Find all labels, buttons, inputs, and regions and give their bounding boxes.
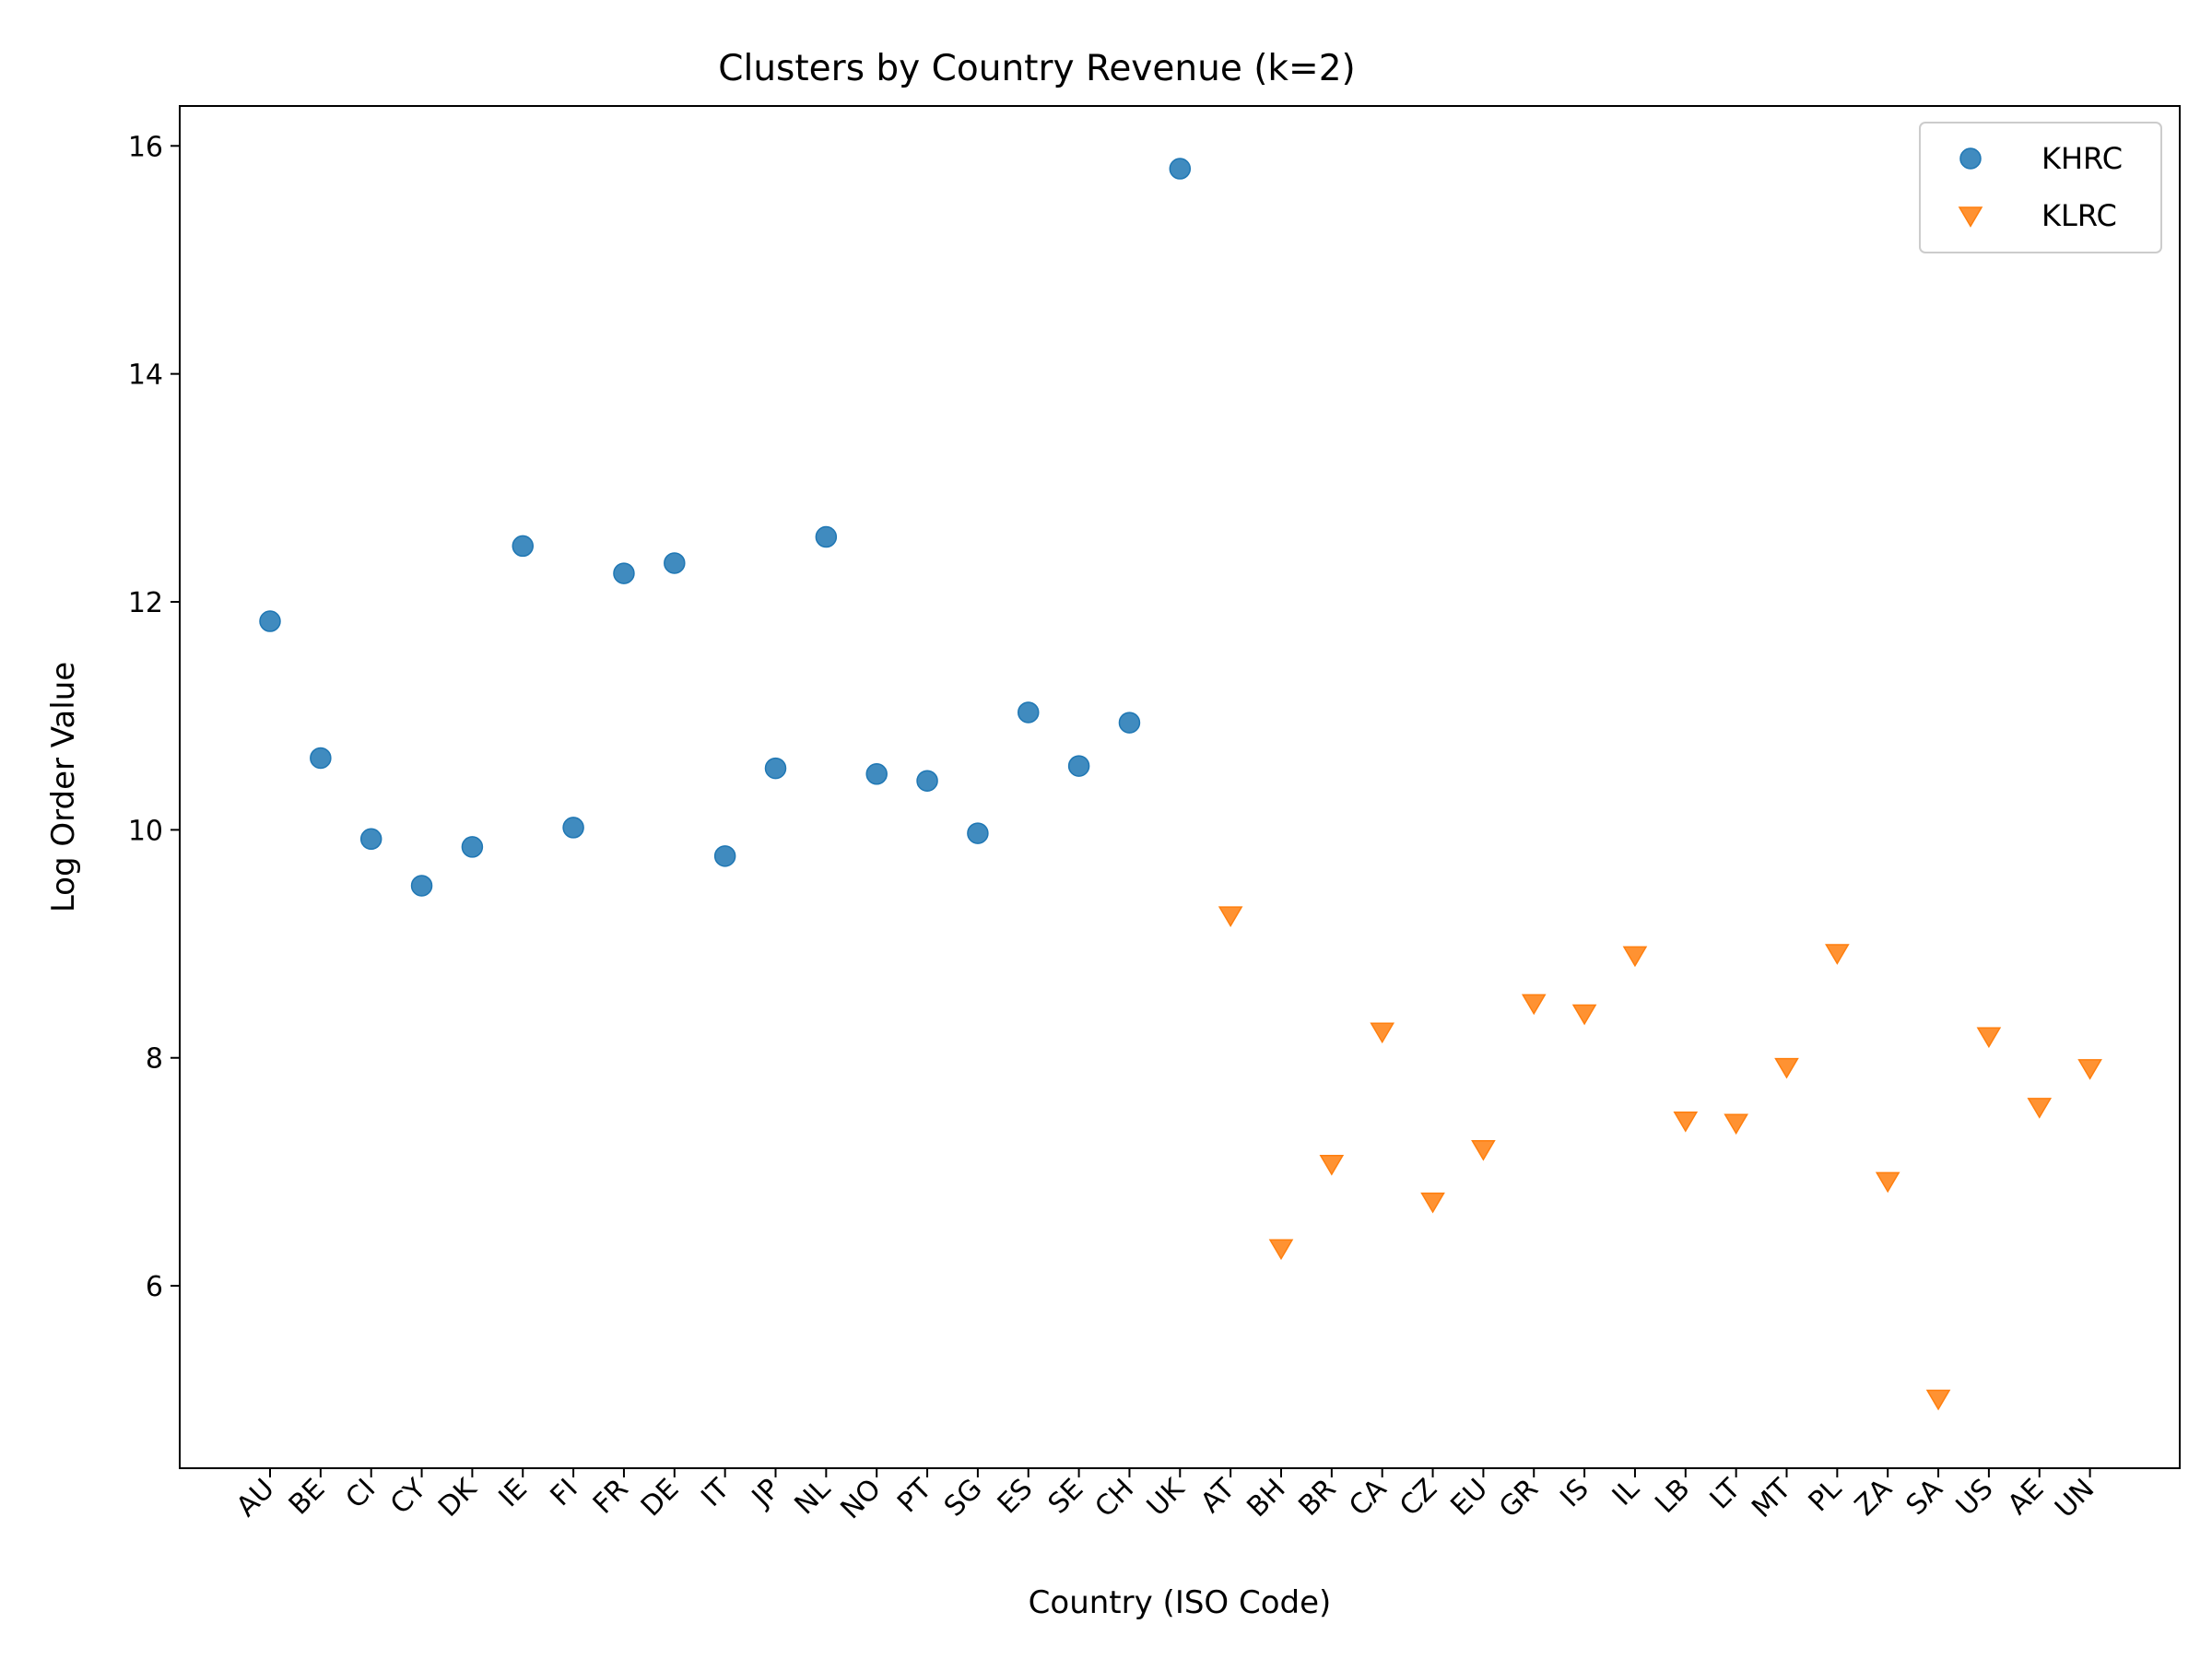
data-point-klrc-sa (1925, 1389, 1951, 1411)
x-axis-label: Country (ISO Code) (1029, 1584, 1332, 1621)
legend-marker-khrc (1959, 147, 1982, 170)
data-point-klrc-at (1218, 906, 1243, 928)
data-point-khrc-jp (764, 757, 787, 780)
y-tick-label: 6 (146, 1271, 163, 1303)
legend-box (1919, 122, 2162, 253)
data-point-khrc-ci (359, 828, 382, 851)
legend-label-khrc: KHRC (2041, 141, 2123, 176)
data-point-klrc-ae (2027, 1098, 2053, 1119)
data-point-klrc-cz (1420, 1192, 1445, 1214)
data-point-khrc-nl (815, 525, 838, 548)
data-point-khrc-no (865, 763, 888, 785)
legend-label-klrc: KLRC (2041, 198, 2117, 233)
data-point-klrc-il (1622, 946, 1648, 968)
y-tick-label: 16 (128, 131, 163, 163)
y-tick-label: 12 (128, 587, 163, 619)
data-point-khrc-au (259, 610, 281, 632)
y-axis-label: Log Order Value (45, 662, 82, 912)
data-point-khrc-de (664, 552, 686, 574)
data-point-klrc-bh (1268, 1239, 1294, 1261)
data-point-khrc-uk (1169, 158, 1192, 180)
data-point-klrc-lt (1724, 1113, 1748, 1135)
data-point-klrc-za (1875, 1171, 1900, 1194)
y-tick-label: 8 (146, 1043, 163, 1076)
data-point-khrc-dk (461, 836, 484, 858)
legend: KHRC KLRC (1919, 122, 2162, 253)
data-point-klrc-lb (1673, 1112, 1699, 1133)
data-point-khrc-it (713, 845, 736, 867)
data-point-klrc-br (1319, 1155, 1345, 1176)
data-point-khrc-pt (916, 770, 938, 792)
data-point-khrc-se (1067, 755, 1090, 777)
data-point-khrc-be (310, 747, 332, 770)
data-point-klrc-is (1571, 1004, 1597, 1026)
data-point-klrc-pl (1825, 944, 1850, 965)
data-point-klrc-ca (1370, 1022, 1395, 1044)
y-tick-label: 10 (128, 815, 163, 847)
data-point-khrc-es (1018, 701, 1040, 724)
y-tick-label: 14 (128, 359, 163, 392)
data-point-klrc-eu (1471, 1139, 1496, 1161)
data-point-khrc-ie (512, 535, 534, 558)
data-point-khrc-fi (562, 817, 584, 839)
data-point-khrc-ch (1118, 712, 1141, 734)
data-point-klrc-mt (1774, 1057, 1799, 1079)
data-point-klrc-un (2077, 1059, 2102, 1080)
data-point-klrc-us (1976, 1027, 2002, 1049)
data-point-khrc-cy (410, 875, 433, 897)
data-point-khrc-sg (967, 822, 989, 844)
data-point-klrc-gr (1521, 994, 1547, 1016)
axes-frame (179, 105, 2181, 1469)
data-point-khrc-fr (613, 562, 635, 584)
chart-title: Clusters by Country Revenue (k=2) (718, 48, 1355, 89)
legend-marker-klrc (1958, 206, 1983, 228)
